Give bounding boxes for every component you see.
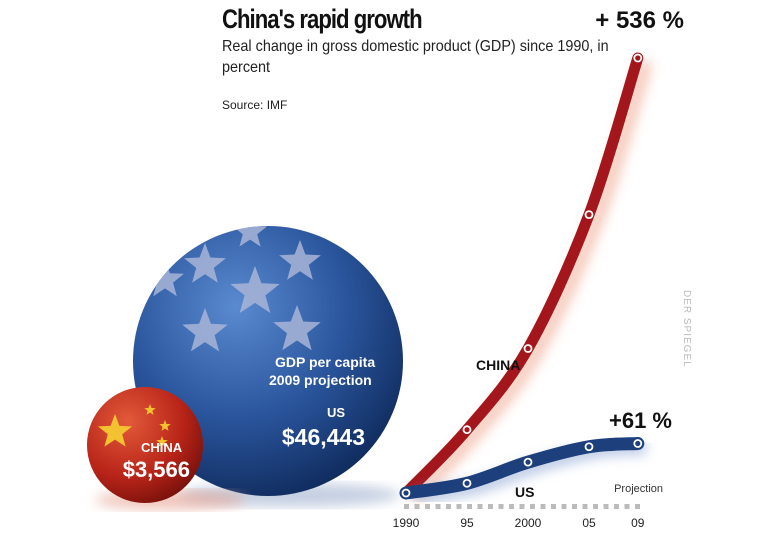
axis-dot bbox=[603, 504, 609, 509]
data-point bbox=[584, 210, 594, 220]
china-gdp-value: $3,566 bbox=[123, 457, 190, 482]
us-gdp-label: US bbox=[327, 405, 345, 420]
axis-dot bbox=[593, 504, 598, 509]
axis-dot bbox=[488, 504, 493, 509]
star-icon bbox=[230, 266, 280, 313]
star-icon bbox=[182, 308, 228, 352]
series-glow bbox=[408, 59, 653, 502]
series-label-china: CHINA bbox=[476, 357, 520, 373]
x-tick-label: 95 bbox=[460, 516, 474, 530]
axis-dot bbox=[509, 504, 514, 509]
x-tick-label: 2000 bbox=[515, 516, 542, 530]
china-stars-icon bbox=[97, 404, 171, 447]
star-icon bbox=[159, 420, 171, 431]
axis-dot bbox=[435, 504, 441, 509]
axis-dot bbox=[498, 504, 504, 509]
star-icon bbox=[144, 404, 156, 415]
axis-dot bbox=[477, 504, 483, 509]
data-point bbox=[401, 488, 411, 498]
us-gdp-value: $46,443 bbox=[282, 424, 365, 450]
axis-dot bbox=[540, 504, 546, 509]
axis-dot bbox=[519, 504, 525, 509]
chart-title: China's rapid growth bbox=[222, 4, 423, 34]
data-point bbox=[633, 53, 643, 63]
axis-dot bbox=[614, 504, 619, 509]
axis-dot bbox=[414, 504, 420, 509]
axis-dot bbox=[635, 504, 640, 509]
star-icon bbox=[184, 243, 226, 283]
axis-dot bbox=[530, 504, 535, 509]
star-icon bbox=[279, 240, 321, 280]
china-sphere bbox=[87, 387, 203, 503]
china-gdp-label: CHINA bbox=[141, 440, 183, 455]
axis-dot bbox=[624, 504, 630, 509]
projection-label: Projection bbox=[614, 483, 663, 495]
data-point bbox=[462, 478, 472, 488]
axis-dot bbox=[467, 504, 472, 509]
data-point bbox=[584, 442, 594, 452]
gdp-label-line2: 2009 projection bbox=[269, 372, 372, 388]
us-end-label: +61 % bbox=[609, 408, 672, 433]
axis-dot bbox=[456, 504, 462, 509]
chart-source: Source: IMF bbox=[222, 98, 288, 112]
chart-subtitle: Real change in gross domestic product (G… bbox=[222, 38, 609, 76]
data-point bbox=[523, 457, 533, 467]
axis-dot bbox=[446, 504, 451, 509]
us-stars-icon bbox=[146, 226, 321, 352]
star-icon bbox=[273, 305, 321, 351]
china-end-label: + 536 % bbox=[595, 7, 684, 34]
star-icon bbox=[232, 226, 268, 247]
series-label-us: US bbox=[515, 484, 534, 500]
gdp-per-capita-spheres bbox=[87, 226, 403, 510]
axis-dot bbox=[551, 504, 556, 509]
data-point bbox=[633, 439, 643, 448]
watermark: DER SPIEGEL bbox=[681, 290, 692, 368]
star-icon bbox=[156, 436, 168, 447]
data-point bbox=[462, 425, 472, 435]
series-lines bbox=[399, 52, 653, 504]
x-tick-label: 1990 bbox=[393, 516, 420, 530]
axis-dot bbox=[572, 504, 577, 509]
star-icon bbox=[97, 414, 133, 447]
series-line-china bbox=[400, 52, 644, 499]
data-point bbox=[523, 344, 533, 353]
axis-dot bbox=[425, 504, 430, 509]
gdp-label-line1: GDP per capita bbox=[275, 354, 375, 370]
axis-dot bbox=[582, 504, 588, 509]
axis-dot bbox=[561, 504, 567, 509]
x-tick-label: 05 bbox=[582, 516, 596, 530]
axis-dot bbox=[404, 504, 409, 509]
star-icon bbox=[146, 260, 184, 297]
x-axis: 1990 95 2000 05 09 bbox=[393, 504, 645, 530]
x-tick-label: 09 bbox=[631, 516, 645, 530]
